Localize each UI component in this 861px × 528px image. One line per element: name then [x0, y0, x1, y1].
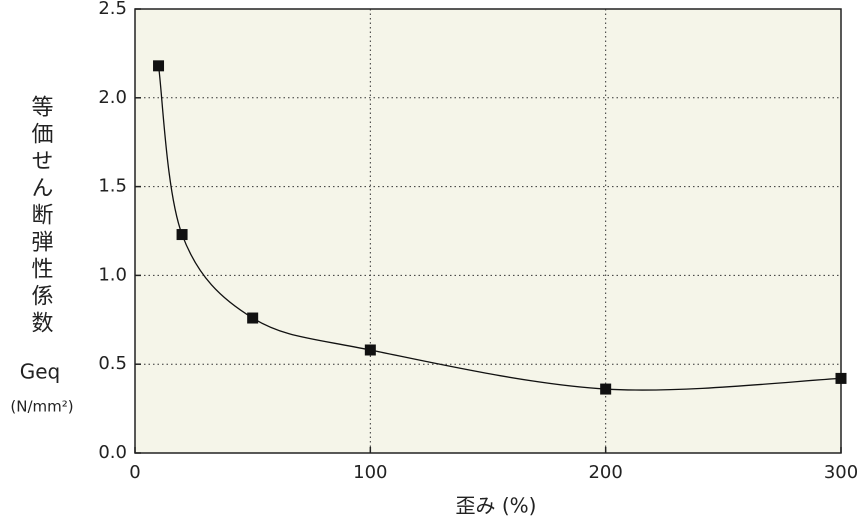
y-axis-label: Geq [20, 360, 61, 384]
marker [364, 344, 376, 356]
marker [600, 383, 612, 395]
y-tick-label: 1.0 [98, 264, 127, 285]
y-tick-label: 1.5 [98, 176, 127, 197]
y-tick-label: 0.0 [98, 442, 127, 463]
marker [153, 60, 165, 72]
y-axis-label: (N/mm²) [10, 398, 73, 416]
y-axis-label: 等価せん断弾性係数 [28, 95, 54, 338]
marker [835, 372, 847, 384]
x-tick-label: 200 [588, 462, 622, 483]
marker [247, 312, 259, 324]
plot-background [135, 9, 841, 453]
x-tick-label: 100 [353, 462, 387, 483]
y-tick-label: 2.5 [98, 0, 127, 19]
plot-frame [134, 8, 842, 454]
y-tick-label: 2.0 [98, 87, 127, 108]
line [157, 65, 842, 391]
x-tick-label: 300 [824, 462, 858, 483]
y-tick-label: 0.5 [98, 353, 127, 374]
marker [176, 229, 188, 241]
x-axis-label: 歪み (%) [456, 494, 537, 518]
x-tick-label: 0 [129, 462, 140, 483]
